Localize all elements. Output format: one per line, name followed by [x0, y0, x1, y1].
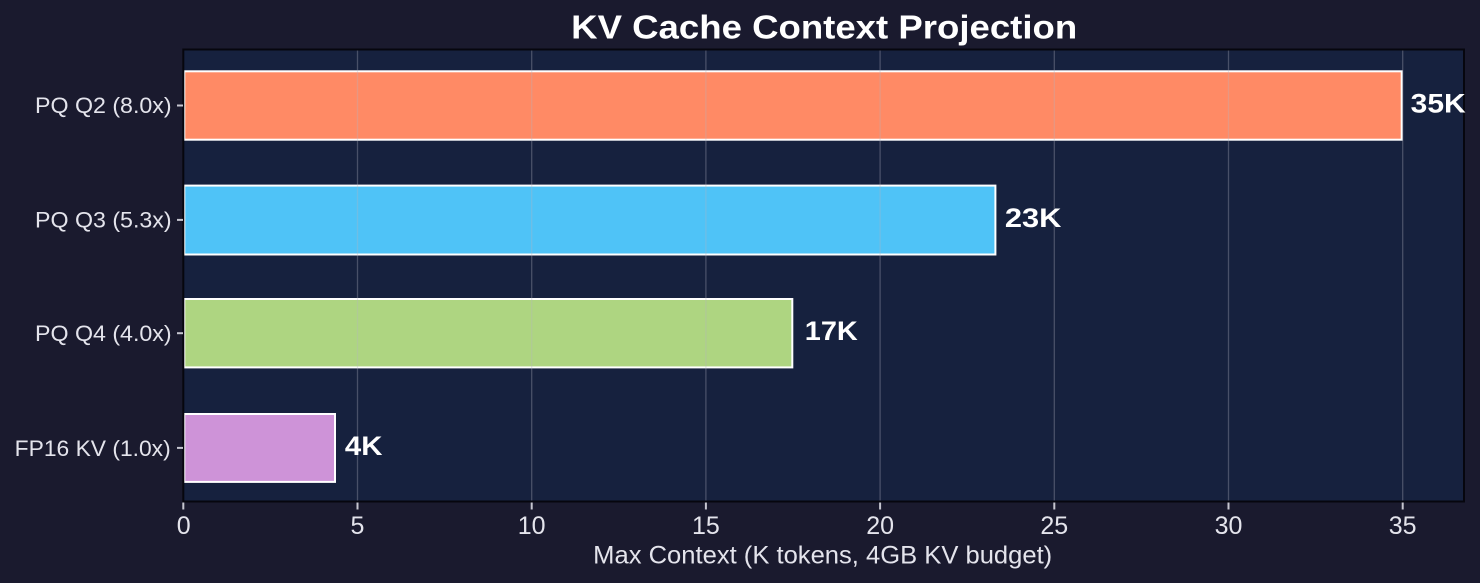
svg-text:4K: 4K	[345, 431, 383, 461]
svg-text:25: 25	[1040, 512, 1068, 540]
svg-text:PQ Q3 (5.3x): PQ Q3 (5.3x)	[35, 207, 172, 232]
svg-text:35: 35	[1389, 512, 1417, 540]
svg-text:30: 30	[1215, 512, 1243, 540]
svg-text:23K: 23K	[1005, 203, 1062, 233]
svg-text:PQ Q2 (8.0x): PQ Q2 (8.0x)	[35, 93, 172, 118]
svg-text:KV Cache Context Projection: KV Cache Context Projection	[571, 9, 1077, 46]
svg-text:10: 10	[518, 512, 546, 540]
svg-text:17K: 17K	[805, 316, 859, 346]
svg-text:0: 0	[177, 512, 191, 540]
svg-text:5: 5	[351, 512, 365, 540]
svg-text:Max Context (K tokens, 4GB KV: Max Context (K tokens, 4GB KV budget)	[593, 542, 1052, 570]
svg-text:35K: 35K	[1411, 89, 1467, 119]
svg-text:20: 20	[866, 512, 894, 540]
svg-text:15: 15	[692, 512, 720, 540]
svg-text:FP16 KV (1.0x): FP16 KV (1.0x)	[15, 436, 171, 461]
svg-text:PQ Q4 (4.0x): PQ Q4 (4.0x)	[35, 321, 172, 346]
